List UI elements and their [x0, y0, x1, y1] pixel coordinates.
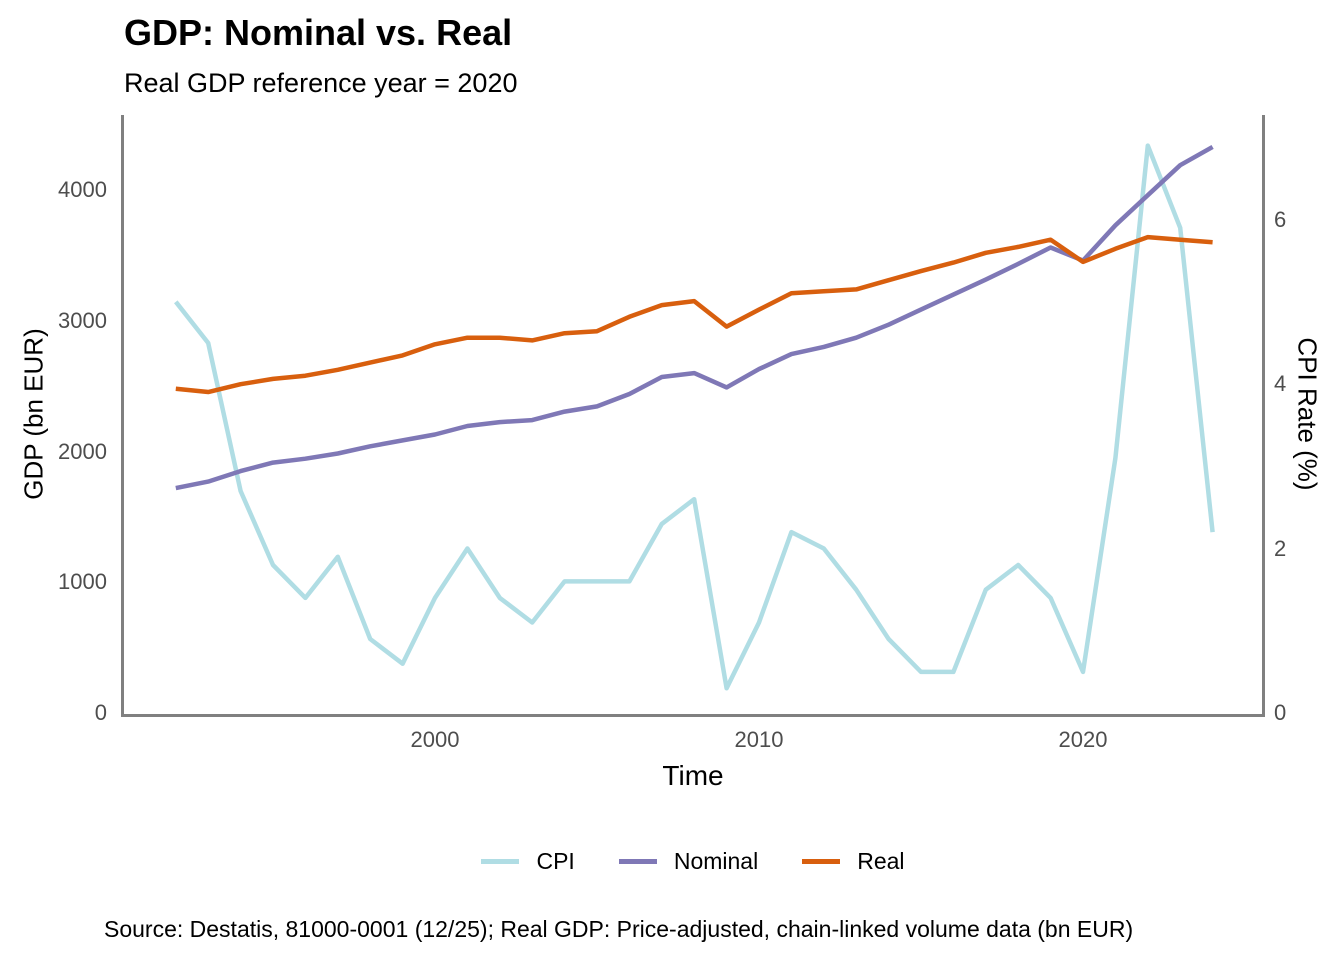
legend-key-icon-cpi	[481, 859, 520, 864]
y-axis-right-tick-label: 4	[1274, 371, 1287, 397]
y-axis-right-tick-label: 2	[1274, 535, 1287, 561]
y-axis-right-title: CPI Rate (%)	[1292, 337, 1323, 491]
y-axis-left-tick-label: 2000	[58, 438, 107, 464]
legend-label-cpi: CPI	[536, 848, 575, 874]
legend-item-nominal: Nominal	[618, 848, 759, 875]
y-axis-left-tick-label: 4000	[58, 177, 107, 202]
y-axis-left-title: GDP (bn EUR)	[18, 328, 49, 500]
nominal-line	[175, 144, 1214, 491]
x-axis-tick-label: 2020	[1058, 727, 1108, 752]
y-axis-right-tick-label: 6	[1274, 206, 1287, 232]
y-axis-left-tick-label: 0	[94, 700, 107, 725]
cpi-line	[174, 143, 1215, 691]
plot-area-svg	[174, 143, 1215, 691]
y-axis-left-tick-label: 3000	[58, 307, 107, 333]
legend-item-cpi: CPI	[481, 848, 575, 875]
x-axis-tick-label: 2010	[734, 727, 784, 752]
legend-key-icon-real	[802, 859, 841, 864]
legend: CPI Nominal Real	[124, 848, 1262, 875]
y-axis-left-tick-label: 1000	[58, 569, 107, 595]
x-axis-tick-label: 2000	[410, 727, 460, 752]
legend-label-nominal: Nominal	[673, 848, 759, 874]
legend-key-icon-nominal	[618, 859, 657, 864]
plot-panel	[121, 115, 1265, 717]
chart-subtitle: Real GDP reference year = 2020	[124, 68, 518, 98]
x-axis-title: Time	[662, 760, 724, 791]
legend-label-real: Real	[857, 848, 905, 874]
real-line	[175, 234, 1213, 395]
y-axis-right-tick-label: 0	[1274, 700, 1287, 725]
chart-title: GDP: Nominal vs. Real	[124, 12, 513, 53]
legend-item-real: Real	[802, 848, 905, 875]
source-caption: Source: Destatis, 81000-0001 (12/25); Re…	[104, 916, 1134, 942]
